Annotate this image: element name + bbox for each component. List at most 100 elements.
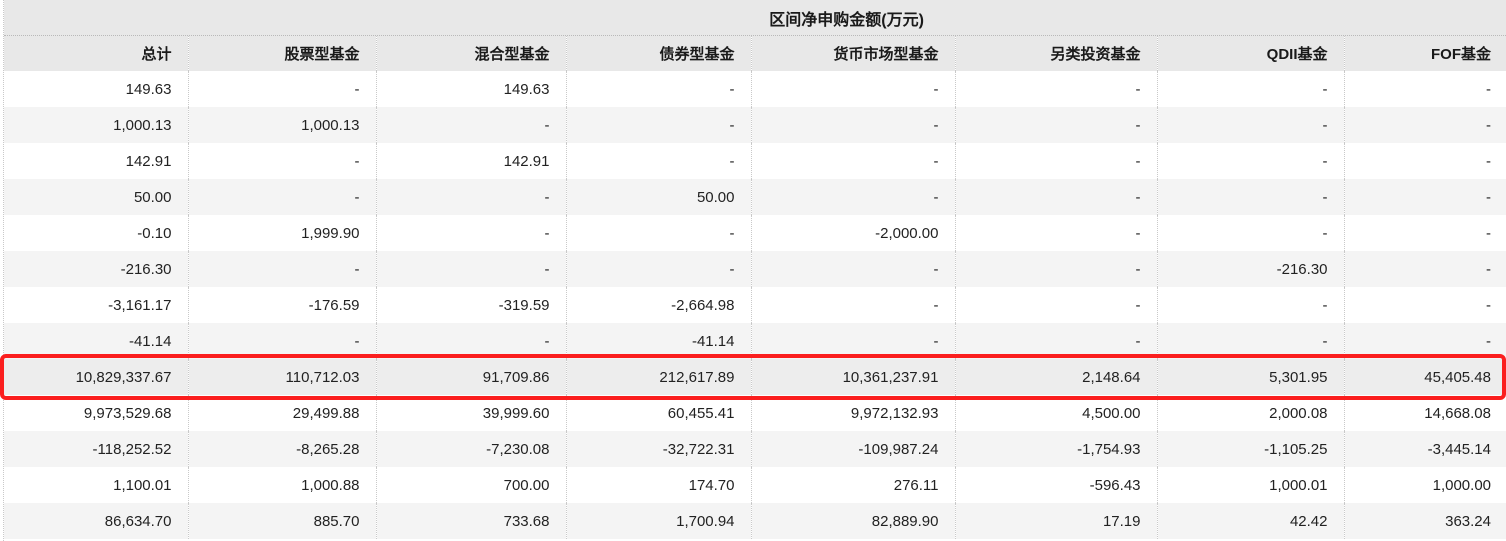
table-title: 区间净申购金额(万元) (769, 11, 924, 29)
cell: 86,634.70 (4, 503, 188, 539)
table-row[interactable]: 1,000.13 1,000.13- - - - - - (4, 107, 1506, 143)
cell: - (750, 71, 955, 107)
cell: - (1343, 107, 1506, 143)
cell: -216.30 (4, 251, 188, 287)
cell: - (375, 323, 566, 359)
cell: - (565, 143, 751, 179)
cell: 885.70 (187, 503, 376, 539)
column-header[interactable]: 混合型基金 (375, 36, 566, 71)
table-row[interactable]: 1,100.01 1,000.88 700.00 174.70 276.11 -596.4… (4, 467, 1506, 503)
cell: 60,455.41 (565, 395, 751, 431)
cell: 149.63 (125, 80, 172, 98)
cell: -3,161.17 (108, 296, 172, 314)
cell: - (954, 179, 1157, 215)
cell: - (1156, 107, 1344, 143)
cell: 142.91 (375, 143, 566, 179)
cell: 1,999.90 (187, 215, 376, 251)
cell: 149.63 (375, 71, 566, 107)
cell: - (1343, 251, 1506, 287)
cell: -319.59 (375, 287, 566, 323)
table-row[interactable]: 86,634.70 885.70 733.68 1,700.94 82,889.90 17… (4, 503, 1506, 539)
cell: 2,000.08 (1156, 395, 1344, 431)
cell: 29,499.88 (187, 395, 376, 431)
cell: - (954, 107, 1157, 143)
cell: - (750, 251, 955, 287)
cell: - (565, 107, 751, 143)
cell: - (750, 143, 955, 179)
cell: - (1343, 143, 1506, 179)
table-row[interactable]: 50.00- -50.00- - - - (4, 179, 1506, 215)
cell: - (375, 107, 566, 143)
cell: - (1343, 323, 1506, 359)
cell: -2,664.98 (565, 287, 751, 323)
cell: -32,722.31 (565, 431, 751, 467)
column-header[interactable]: 货币市场型基金 (750, 36, 955, 71)
cell: -8,265.28 (187, 431, 376, 467)
cell: - (1156, 179, 1344, 215)
cell: -109,987.24 (750, 431, 955, 467)
cell: - (1343, 287, 1506, 323)
cell: - (750, 179, 955, 215)
table-title-bar: 区间净申购金额(万元) (4, 0, 1506, 36)
cell: - (187, 323, 376, 359)
cell: 50.00 (565, 179, 751, 215)
table-row[interactable]: -3,161.17 -176.59 -319.59 -2,664.98- - - - (4, 287, 1506, 323)
table-row[interactable]: 142.91-142.91- - - - - (4, 143, 1506, 179)
cell: - (1156, 143, 1344, 179)
cell: - (565, 251, 751, 287)
table-row[interactable]: 149.63-149.63- - - - - (4, 71, 1506, 107)
cell: 10,361,237.91 (750, 359, 955, 395)
table-row[interactable]: -216.30- - - - - -216.30- (4, 251, 1506, 287)
table-body: 149.63-149.63- - - - -1,000.13 1,000.13- - - - - -… (4, 71, 1506, 539)
cell: 142.91 (125, 152, 172, 170)
cell: 1,000.13 (4, 107, 188, 143)
table-row-highlighted[interactable]: 10,829,337.67 110,712.03 91,709.86 212,617.… (4, 359, 1506, 395)
cell: - (954, 287, 1157, 323)
cell: -41.14 (4, 323, 188, 359)
table-row[interactable]: 9,973,529.68 29,499.88 39,999.60 60,455.41 9… (4, 395, 1506, 431)
cell: 1,000.13 (187, 107, 376, 143)
cell: 1,100.01 (113, 476, 172, 494)
cell: - (565, 71, 751, 107)
cell: 45,405.48 (1343, 359, 1506, 395)
cell: -2,000.00 (750, 215, 955, 251)
cell: 110,712.03 (187, 359, 376, 395)
cell: 1,700.94 (565, 503, 751, 539)
cell: 174.70 (565, 467, 751, 503)
cell: - (375, 251, 566, 287)
column-header[interactable]: 债券型基金 (565, 36, 751, 71)
cell: - (187, 179, 376, 215)
cell: 50.00 (4, 179, 188, 215)
cell: 2,148.64 (954, 359, 1157, 395)
cell: - (375, 215, 566, 251)
column-header[interactable]: 股票型基金 (187, 36, 376, 71)
cell: 10,829,337.67 (4, 359, 188, 395)
column-header[interactable]: 总计 (4, 36, 188, 71)
column-header[interactable]: QDII基金 (1156, 36, 1344, 71)
cell: 4,500.00 (954, 395, 1157, 431)
column-header[interactable]: FOF基金 (1343, 36, 1506, 71)
cell: - (187, 71, 376, 107)
table-row[interactable]: -0.10 1,999.90- - -2,000.00- - - (4, 215, 1506, 251)
cell: 17.19 (954, 503, 1157, 539)
cell: 1,000.88 (187, 467, 376, 503)
cell: - (954, 143, 1157, 179)
cell: - (1343, 179, 1506, 215)
cell: -216.30 (1156, 251, 1344, 287)
cell: -176.59 (187, 287, 376, 323)
column-header[interactable]: 另类投资基金 (954, 36, 1157, 71)
table-row[interactable]: -118,252.52 -8,265.28 -7,230.08 -32,722.31-… (4, 431, 1506, 467)
table-row[interactable]: -41.14- - -41.14- - - - (4, 323, 1506, 359)
cell: - (1156, 323, 1344, 359)
cell: - (1156, 71, 1344, 107)
cell: 9,973,529.68 (83, 404, 172, 422)
cell: 39,999.60 (375, 395, 566, 431)
cell: 276.11 (750, 467, 955, 503)
cell: - (954, 251, 1157, 287)
cell: 82,889.90 (750, 503, 955, 539)
cell: -0.10 (137, 224, 172, 242)
cell: -596.43 (954, 467, 1157, 503)
cell: - (1343, 215, 1506, 251)
cell: 363.24 (1343, 503, 1506, 539)
